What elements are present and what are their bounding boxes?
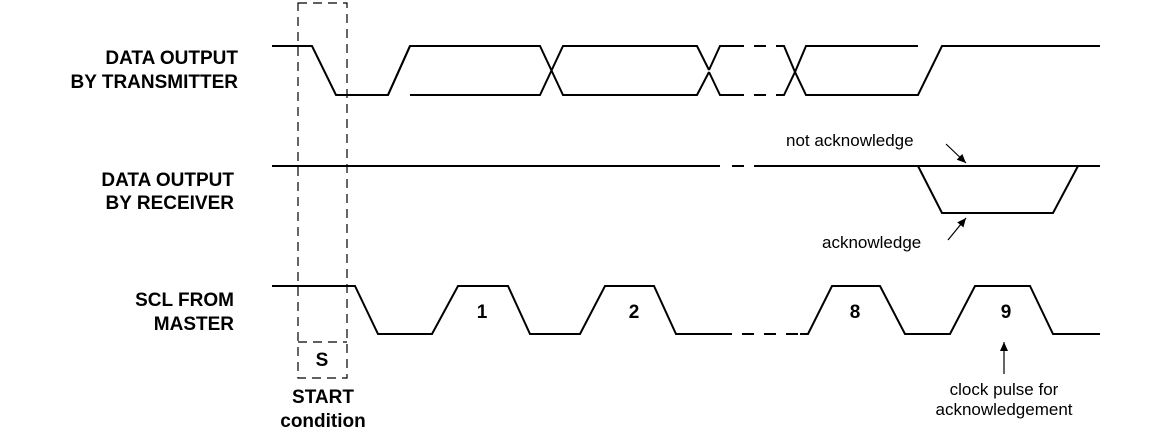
clock-pulse-number: 9 (1001, 302, 1012, 323)
transmitter-waveform (272, 45, 1100, 96)
clock-pulse-number: 2 (629, 302, 640, 323)
label-scl-from-master-line1: SCL FROM (135, 290, 234, 311)
start-s-label: S (316, 350, 329, 371)
not-acknowledge-annotation: not acknowledge (786, 131, 914, 150)
acknowledge-arrow (947, 217, 967, 241)
start-condition-box (297, 2, 348, 379)
clock-pulse-number: 8 (850, 302, 861, 323)
label-data-output-transmitter-line1: DATA OUTPUT (105, 48, 238, 69)
not-acknowledge-arrow (945, 143, 967, 164)
receiver-waveform (272, 165, 1100, 214)
start-caption-line2: condition (280, 411, 365, 432)
label-data-output-receiver-line1: DATA OUTPUT (101, 170, 234, 191)
label-data-output-receiver-line2: BY RECEIVER (106, 193, 235, 214)
start-caption-line1: START (292, 387, 354, 408)
label-scl-from-master-line2: MASTER (154, 314, 235, 335)
scl-waveform (272, 285, 1100, 335)
clock-pulse-ack-line1: clock pulse for (950, 380, 1059, 399)
clock-pulse-number: 1 (477, 302, 488, 323)
label-data-output-transmitter-line2: BY TRANSMITTER (71, 72, 239, 93)
clock-pulse-ack-line2: acknowledgement (935, 400, 1072, 419)
acknowledge-annotation: acknowledge (822, 233, 921, 252)
